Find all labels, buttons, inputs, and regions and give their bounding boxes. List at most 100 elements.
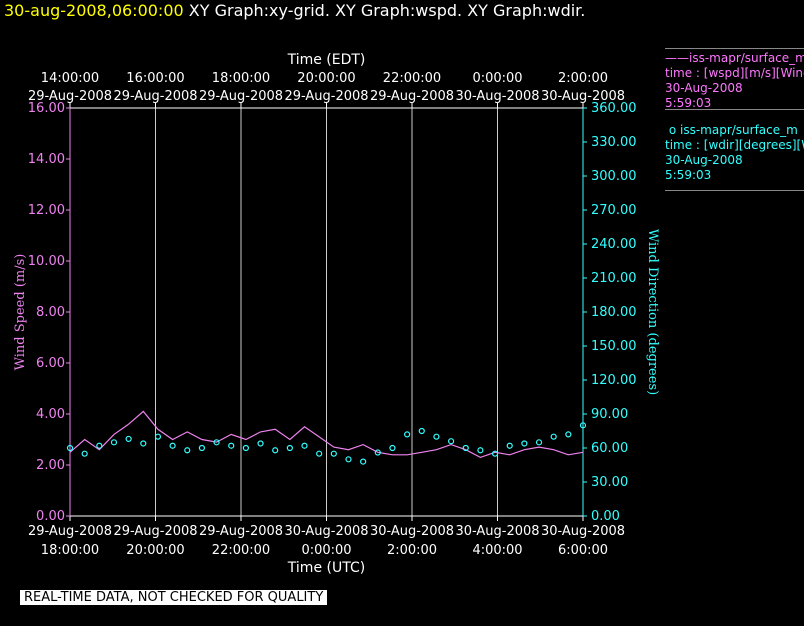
- legend-direction-time: 5:59:03: [665, 168, 712, 182]
- x-tick-label-bottom-time: 22:00:00: [212, 543, 270, 558]
- series-wind-direction-point: [433, 433, 440, 440]
- legend-wind-speed: ——iss-mapr/surface_m time : [wspd][m/s][…: [665, 48, 804, 110]
- series-wind-direction-point: [330, 450, 337, 457]
- series-wind-direction-point: [565, 431, 572, 438]
- header-graph-xy-grid: XY Graph:xy-grid.: [188, 1, 330, 20]
- series-wind-direction-point: [213, 439, 220, 446]
- x-tick-label-top-date: 29-Aug-2008: [28, 89, 112, 104]
- x-tick-label-bottom-time: 18:00:00: [41, 543, 99, 558]
- x-tick-label-top-time: 14:00:00: [41, 71, 99, 86]
- series-wind-direction-point: [125, 435, 132, 443]
- y-tick-label-right: 360.00: [591, 101, 637, 116]
- y-tick-label-left: 2.00: [36, 458, 65, 473]
- y-tick-label-left: 16.00: [28, 101, 65, 116]
- x-tick-label-bottom-date: 29-Aug-2008: [113, 524, 197, 539]
- x-tick-label-bottom-date: 30-Aug-2008: [541, 524, 625, 539]
- series-wind-direction-point: [81, 450, 88, 457]
- header-graph-wdir: XY Graph:wdir.: [467, 1, 586, 20]
- series-wind-direction-point: [360, 458, 367, 465]
- x-tick-label-top-date: 30-Aug-2008: [541, 89, 625, 104]
- x-tick-label-bottom-time: 20:00:00: [126, 543, 184, 558]
- x-tick-label-bottom-date: 30-Aug-2008: [284, 524, 368, 539]
- series-wind-direction-point: [447, 438, 455, 445]
- series-wind-direction-point: [242, 444, 249, 452]
- y-tick-label-left: 0.00: [36, 509, 65, 524]
- series-wind-direction-point: [550, 433, 557, 440]
- x-tick-label-bottom-time: 4:00:00: [472, 543, 522, 558]
- x-axis-title-bottom: Time (UTC): [287, 560, 365, 576]
- header-graph-wspd: XY Graph:wspd.: [335, 1, 463, 20]
- y-tick-label-right: 90.00: [591, 407, 628, 422]
- y-tick-label-right: 60.00: [591, 441, 628, 456]
- legend-direction-variable: time : [wdir][degrees][W: [665, 138, 804, 152]
- x-tick-label-bottom-date: 29-Aug-2008: [28, 524, 112, 539]
- y-axis-title-right: Wind Direction (degrees): [645, 229, 660, 395]
- y-tick-label-right: 150.00: [591, 339, 637, 354]
- y-axis-title-left: Wind Speed (m/s): [13, 254, 28, 371]
- x-tick-label-bottom-time: 0:00:00: [301, 543, 351, 558]
- x-tick-label-bottom-time: 2:00:00: [387, 543, 437, 558]
- x-tick-label-top-time: 22:00:00: [383, 71, 441, 86]
- header-date: 30-aug-2008,06:00:00: [4, 1, 184, 20]
- series-wind-direction-point: [404, 431, 411, 438]
- y-tick-label-right: 270.00: [591, 203, 637, 218]
- series-wind-direction-point: [535, 439, 543, 446]
- series-wind-direction-point: [228, 442, 235, 449]
- series-wind-direction-point: [272, 447, 279, 454]
- series-wind-direction-point: [521, 440, 528, 447]
- y-tick-label-right: 300.00: [591, 169, 637, 184]
- series-wind-direction-point: [316, 450, 323, 457]
- legend-speed-date: 30-Aug-2008: [665, 81, 743, 95]
- series-wind-direction-point: [286, 444, 293, 452]
- series-wind-direction-point: [462, 444, 469, 452]
- series-wind-direction-point: [184, 447, 191, 454]
- series-wind-direction-point: [154, 433, 162, 440]
- series-wind-direction-point: [418, 427, 425, 435]
- x-tick-label-top-date: 29-Aug-2008: [113, 89, 197, 104]
- y-tick-label-left: 6.00: [36, 356, 65, 371]
- y-tick-label-left: 14.00: [28, 152, 65, 167]
- legend-direction-date: 30-Aug-2008: [665, 153, 743, 167]
- legend-speed-variable: time : [wspd][m/s][Wind: [665, 66, 804, 80]
- series-wind-direction-point: [140, 440, 147, 447]
- series-wind-direction-point: [169, 442, 176, 449]
- legend-speed-series: ——iss-mapr/surface_m: [665, 51, 804, 65]
- x-tick-label-bottom-date: 29-Aug-2008: [199, 524, 283, 539]
- y-tick-label-left: 4.00: [36, 407, 65, 422]
- y-tick-label-right: 30.00: [591, 475, 628, 490]
- series-wind-direction-point: [66, 444, 74, 452]
- legend-wind-direction: o iss-mapr/surface_m time : [wdir][degre…: [665, 123, 804, 191]
- y-tick-label-right: 330.00: [591, 135, 637, 150]
- series-wind-direction-point: [198, 444, 206, 452]
- x-tick-label-bottom-date: 30-Aug-2008: [370, 524, 454, 539]
- series-wind-direction-point: [257, 440, 264, 447]
- series-wind-direction-point: [301, 442, 308, 449]
- chart-header: 30-aug-2008,06:00:00 XY Graph:xy-grid. X…: [4, 1, 585, 20]
- x-tick-label-top-time: 20:00:00: [297, 71, 355, 86]
- series-wind-direction-point: [374, 449, 381, 456]
- x-tick-label-bottom-time: 6:00:00: [558, 543, 608, 558]
- x-tick-label-top-time: 18:00:00: [212, 71, 270, 86]
- y-tick-label-left: 12.00: [28, 203, 65, 218]
- x-tick-label-top-date: 29-Aug-2008: [370, 89, 454, 104]
- quality-notice: REAL-TIME DATA, NOT CHECKED FOR QUALITY: [20, 590, 328, 605]
- y-tick-label-left: 10.00: [28, 254, 65, 269]
- y-tick-label-right: 210.00: [591, 271, 637, 286]
- y-tick-label-right: 0.00: [591, 509, 620, 524]
- y-tick-label-left: 8.00: [36, 305, 65, 320]
- x-tick-label-top-time: 2:00:00: [558, 71, 608, 86]
- y-tick-label-right: 180.00: [591, 305, 637, 320]
- series-wind-direction-point: [477, 447, 484, 454]
- series-wind-direction-point: [96, 442, 103, 449]
- y-tick-label-right: 120.00: [591, 373, 637, 388]
- legend-direction-series: o iss-mapr/surface_m: [665, 123, 798, 137]
- x-tick-label-bottom-date: 30-Aug-2008: [455, 524, 539, 539]
- x-tick-label-top-date: 29-Aug-2008: [284, 89, 368, 104]
- series-wind-direction-point: [345, 456, 352, 463]
- series-wind-direction-point: [506, 442, 513, 449]
- x-tick-label-top-date: 30-Aug-2008: [455, 89, 539, 104]
- y-tick-label-right: 240.00: [591, 237, 637, 252]
- x-tick-label-top-time: 16:00:00: [126, 71, 184, 86]
- series-wind-direction-point: [110, 439, 118, 446]
